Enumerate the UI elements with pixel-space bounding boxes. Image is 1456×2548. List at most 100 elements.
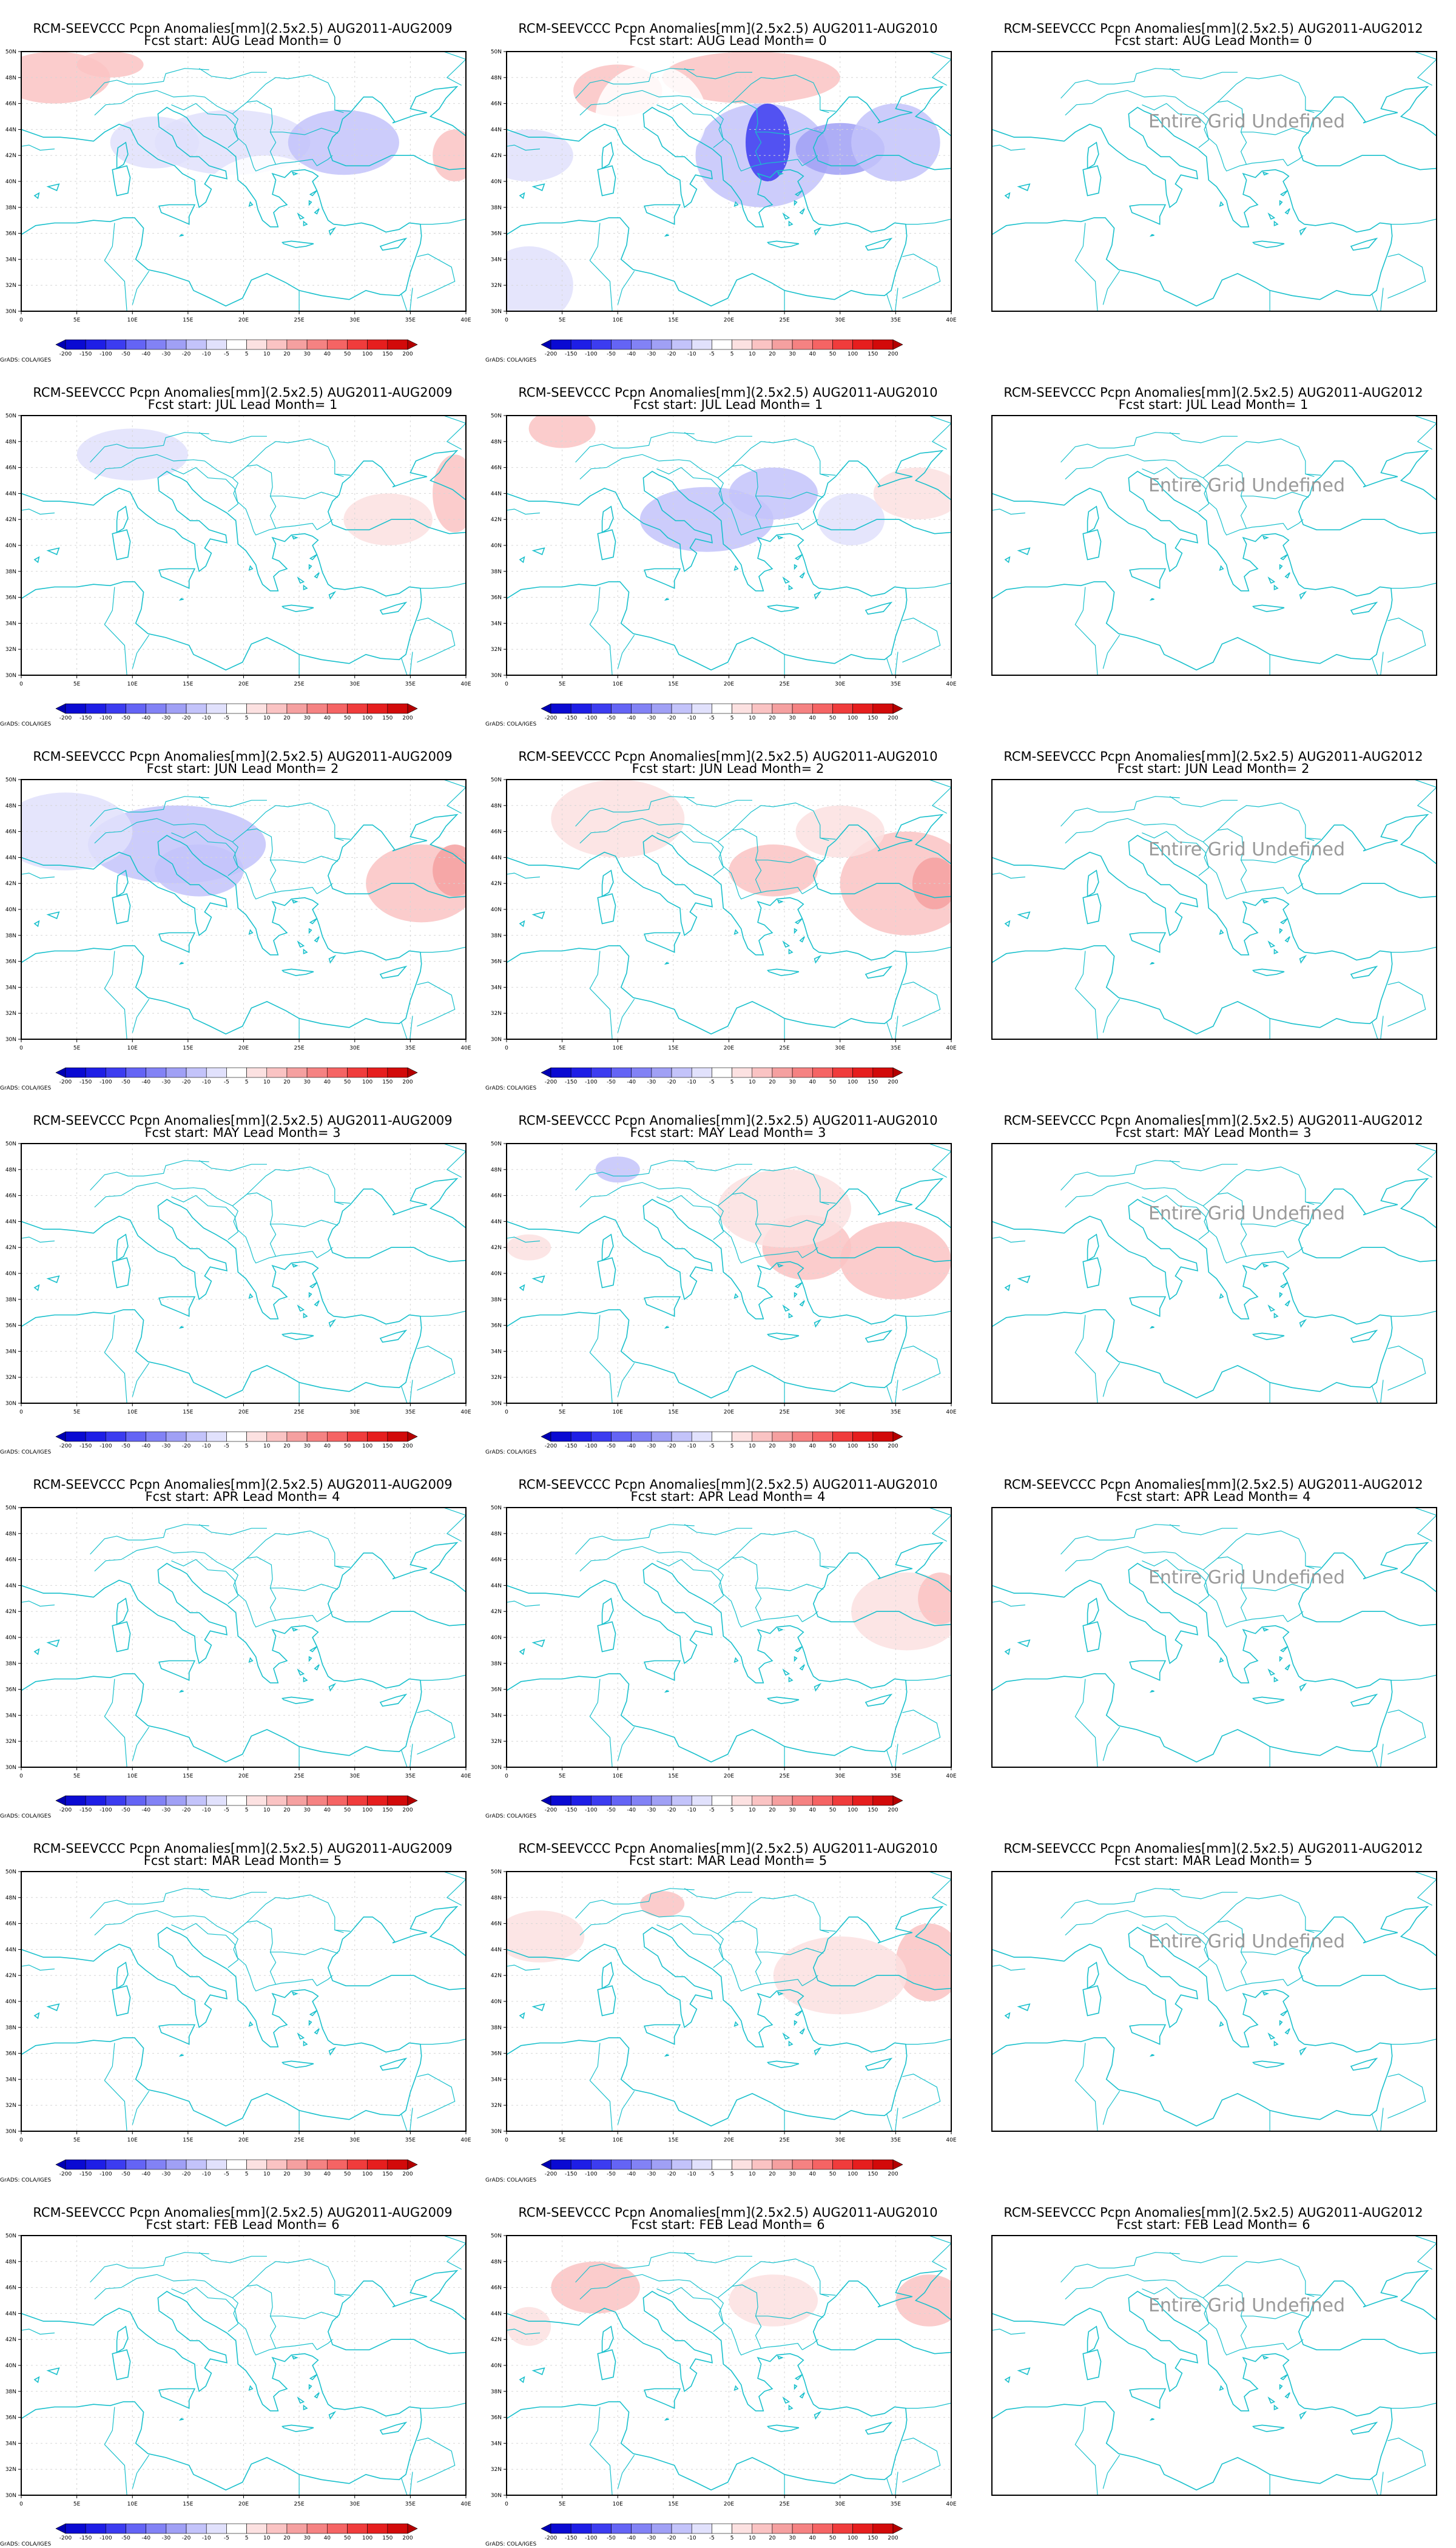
forecast-panel: RCM-SEEVCCC Pcpn Anomalies[mm](2.5x2.5) … bbox=[485, 1456, 971, 1820]
country-border bbox=[104, 223, 127, 311]
colorbar-label: -40 bbox=[141, 2171, 150, 2177]
country-border bbox=[171, 1559, 238, 1604]
coastline bbox=[379, 965, 408, 979]
colorbar-label: 10 bbox=[749, 1807, 756, 1813]
country-border bbox=[1169, 2252, 1238, 2263]
colorbar-swatch bbox=[106, 1431, 126, 1442]
coastline bbox=[1350, 601, 1378, 615]
coastline bbox=[864, 601, 893, 615]
panel-subtitle: Fcst start: FEB Lead Month= 6 bbox=[146, 2217, 340, 2232]
country-border bbox=[575, 1160, 695, 1191]
coastline bbox=[1219, 2021, 1224, 2027]
colorbar-label: -200 bbox=[59, 1807, 72, 1813]
y-tick-label: 30N bbox=[491, 1037, 502, 1043]
colorbar-swatch bbox=[407, 1795, 418, 1806]
y-tick-label: 34N bbox=[5, 1713, 16, 1719]
coastline bbox=[733, 1293, 739, 1299]
x-tick-label: 0 bbox=[19, 317, 23, 323]
colorbar-swatch bbox=[671, 703, 692, 714]
colorbar-swatch bbox=[226, 703, 247, 714]
colorbar-swatch bbox=[286, 339, 308, 350]
coastline bbox=[1082, 529, 1102, 561]
colorbar-swatch bbox=[206, 2159, 227, 2170]
panel-title: RCM-SEEVCCC Pcpn Anomalies[mm](2.5x2.5) … bbox=[1003, 749, 1423, 764]
colorbar-label: 50 bbox=[344, 351, 351, 357]
colorbar-swatch bbox=[85, 2159, 106, 2170]
country-border bbox=[269, 132, 277, 165]
country-border bbox=[1142, 103, 1209, 148]
country-border bbox=[507, 1236, 541, 1243]
coastline bbox=[291, 535, 298, 540]
colorbar-label: -40 bbox=[141, 2535, 150, 2541]
country-border bbox=[1287, 519, 1304, 530]
country-border bbox=[732, 1894, 829, 1933]
colorbar-swatch bbox=[326, 703, 348, 714]
y-tick-label: 40N bbox=[491, 1635, 502, 1641]
colorbar-label: 40 bbox=[809, 351, 817, 357]
coastline bbox=[814, 1683, 822, 1692]
country-border bbox=[401, 1386, 408, 1403]
coastline bbox=[178, 2418, 184, 2421]
country-border bbox=[1202, 828, 1309, 863]
country-border bbox=[1380, 2472, 1384, 2495]
coastline bbox=[1284, 936, 1290, 943]
country-border bbox=[902, 1346, 941, 1391]
panel-title: RCM-SEEVCCC Pcpn Anomalies[mm](2.5x2.5) … bbox=[1003, 1113, 1423, 1128]
country-border bbox=[246, 1894, 344, 1933]
y-tick-label: 38N bbox=[5, 933, 16, 939]
x-tick-label: 25E bbox=[294, 317, 305, 323]
coastline bbox=[1279, 554, 1289, 561]
panel-subtitle: Fcst start: JUL Lead Month= 1 bbox=[147, 397, 338, 412]
coastline bbox=[1279, 200, 1283, 206]
country-border bbox=[1074, 951, 1098, 1039]
colorbar-swatch bbox=[326, 339, 348, 350]
colorbar-label: -30 bbox=[647, 1443, 656, 1449]
x-tick-label: 20E bbox=[238, 681, 249, 687]
colorbar-label: -100 bbox=[585, 2171, 598, 2177]
coastline bbox=[777, 1263, 784, 1268]
country-border bbox=[717, 2284, 824, 2319]
colorbar-label: 50 bbox=[344, 715, 351, 721]
country-border bbox=[886, 2114, 893, 2131]
y-tick-label: 32N bbox=[491, 2103, 502, 2109]
colorbar-label: 5 bbox=[730, 1443, 734, 1449]
coastline bbox=[303, 1312, 308, 1318]
anomaly-contour bbox=[21, 416, 66, 442]
y-tick-label: 46N bbox=[491, 829, 502, 835]
colorbar-label: 100 bbox=[362, 2171, 372, 2177]
panel-subtitle: Fcst start: MAR Lead Month= 5 bbox=[1114, 1853, 1313, 1868]
country-border bbox=[1060, 1160, 1180, 1191]
country-border bbox=[21, 508, 55, 515]
country-border bbox=[443, 2236, 466, 2270]
x-tick-label: 0 bbox=[505, 317, 508, 323]
y-tick-label: 50N bbox=[5, 777, 16, 783]
coastline bbox=[1350, 965, 1378, 979]
coastline bbox=[992, 1927, 1393, 2127]
x-tick-label: 30E bbox=[349, 1045, 360, 1051]
colorbar-label: 20 bbox=[769, 1443, 776, 1449]
colorbar-label: 200 bbox=[888, 2535, 898, 2541]
coastline bbox=[782, 940, 790, 948]
anomaly-contour bbox=[507, 129, 573, 181]
colorbar-label: 200 bbox=[402, 715, 413, 721]
x-tick-label: 20E bbox=[238, 1045, 249, 1051]
y-tick-label: 34N bbox=[5, 257, 16, 263]
colorbar-swatch bbox=[146, 1795, 167, 1806]
country-border bbox=[90, 1524, 209, 1555]
x-tick-label: 30E bbox=[835, 317, 845, 323]
colorbar-label: -30 bbox=[647, 1079, 656, 1085]
country-border bbox=[21, 144, 55, 151]
colorbar-label: -40 bbox=[141, 715, 150, 721]
colorbar-swatch bbox=[286, 2159, 308, 2170]
country-border bbox=[198, 1888, 267, 1899]
colorbar-swatch bbox=[832, 1067, 853, 1078]
x-tick-label: 5E bbox=[559, 317, 566, 323]
coastline bbox=[1219, 2385, 1224, 2391]
x-tick-label: 25E bbox=[294, 1773, 305, 1779]
x-tick-label: 35E bbox=[891, 1409, 901, 1415]
colorbar-swatch bbox=[326, 1067, 348, 1078]
coastline bbox=[314, 936, 320, 943]
coastline bbox=[601, 141, 614, 169]
country-border bbox=[21, 1600, 55, 1607]
coastline bbox=[1252, 2060, 1285, 2068]
